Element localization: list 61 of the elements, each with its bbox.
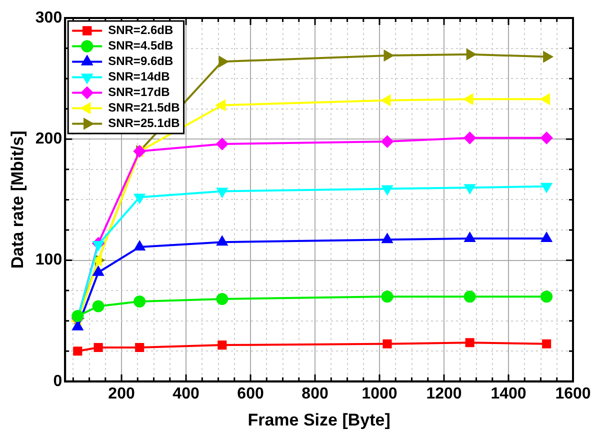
point xyxy=(134,194,145,204)
point xyxy=(92,254,102,266)
point xyxy=(94,342,103,352)
point xyxy=(381,290,394,303)
x-tick-label: 200 xyxy=(108,385,135,402)
point xyxy=(135,342,144,352)
y-tick-label: 0 xyxy=(53,372,62,390)
y-axis-title: Data rate [Mbit/s] xyxy=(8,130,27,269)
point xyxy=(466,49,476,60)
x-axis-title: Frame Size [Byte] xyxy=(248,410,390,430)
point xyxy=(542,339,552,348)
point xyxy=(73,346,82,356)
point xyxy=(464,132,476,144)
y-tick-label: 100 xyxy=(35,252,62,269)
point xyxy=(216,236,228,246)
point xyxy=(382,339,392,348)
point xyxy=(216,100,226,111)
point xyxy=(464,290,476,303)
x-tick-label: 1600 xyxy=(555,385,591,402)
point xyxy=(464,94,474,104)
x-tick-label: 1000 xyxy=(362,385,398,402)
x-tick-label: 800 xyxy=(302,385,328,402)
legend-label: SNR=2.6dB xyxy=(108,23,174,38)
x-tick-label: 1200 xyxy=(426,385,462,402)
point xyxy=(218,56,228,67)
point xyxy=(218,340,227,350)
point xyxy=(540,290,553,303)
point xyxy=(216,138,228,150)
legend-label: SNR=17dB xyxy=(108,85,170,100)
legend-label: SNR=4.5dB xyxy=(108,38,174,53)
point xyxy=(134,295,146,308)
legend-label: SNR=14dB xyxy=(108,70,170,84)
legend-label: SNR=21.5dB xyxy=(108,100,180,115)
point xyxy=(464,184,476,194)
point xyxy=(384,50,394,61)
point xyxy=(216,188,228,198)
point xyxy=(541,182,552,192)
point xyxy=(72,310,84,322)
point xyxy=(382,185,393,195)
x-tick-label: 1400 xyxy=(490,385,526,402)
legend-label: SNR=9.6dB xyxy=(108,54,174,68)
point xyxy=(543,51,553,62)
y-tick-label: 300 xyxy=(35,9,62,26)
point xyxy=(540,94,550,104)
point xyxy=(382,234,393,244)
point xyxy=(540,132,553,144)
point xyxy=(465,338,474,348)
point xyxy=(72,320,83,330)
point xyxy=(216,293,228,306)
point xyxy=(92,300,104,312)
point xyxy=(464,232,476,242)
y-tick-label: 200 xyxy=(35,130,62,148)
point xyxy=(381,95,391,106)
point xyxy=(381,136,394,148)
point xyxy=(541,232,552,242)
x-tick-label: 600 xyxy=(237,385,264,402)
point xyxy=(134,145,146,158)
point xyxy=(134,240,145,250)
legend-label: SNR=25.1dB xyxy=(108,116,180,130)
x-tick-label: 400 xyxy=(172,385,200,402)
point xyxy=(92,266,104,276)
